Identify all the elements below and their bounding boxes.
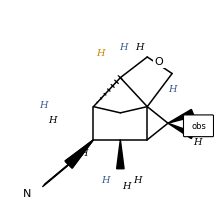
FancyBboxPatch shape [183,115,213,137]
Polygon shape [65,140,94,168]
Text: H: H [96,49,105,58]
Text: H: H [122,181,131,190]
Text: H: H [79,148,87,157]
Polygon shape [117,140,124,169]
Text: H: H [119,43,128,52]
Polygon shape [65,140,94,169]
Text: obs: obs [191,122,206,131]
Text: H: H [40,101,48,110]
Text: H: H [48,115,56,124]
Text: H: H [193,138,201,147]
Text: H: H [135,43,143,52]
Text: N: N [23,188,31,198]
Text: H: H [133,175,141,184]
Polygon shape [168,110,194,124]
Text: H: H [168,84,176,93]
Text: H: H [102,175,110,184]
Polygon shape [168,124,194,139]
Text: O: O [154,57,163,67]
